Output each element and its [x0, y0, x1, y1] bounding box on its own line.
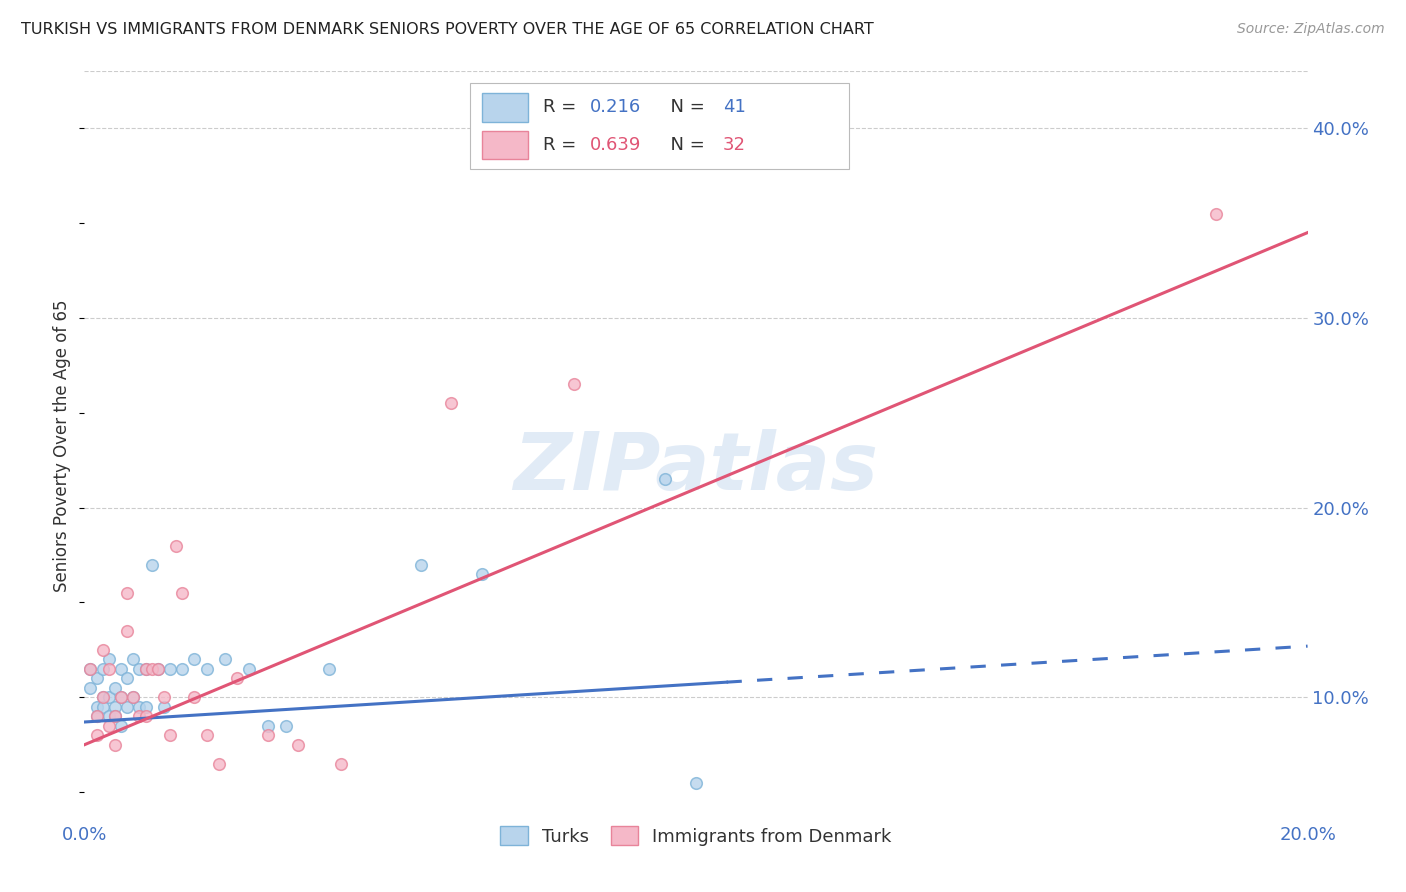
Y-axis label: Seniors Poverty Over the Age of 65: Seniors Poverty Over the Age of 65	[53, 300, 72, 592]
Point	[91, 643, 114, 657]
Point	[183, 690, 205, 705]
Text: 41: 41	[723, 98, 745, 116]
Point	[214, 652, 236, 666]
Point	[257, 728, 280, 742]
Point	[159, 662, 181, 676]
Point	[79, 662, 101, 676]
Point	[86, 709, 108, 723]
Bar	[482, 93, 529, 121]
Point	[86, 728, 108, 742]
Text: 0.216: 0.216	[589, 98, 641, 116]
Text: R =: R =	[543, 98, 582, 116]
Point	[135, 662, 157, 676]
Point	[91, 699, 114, 714]
Point	[195, 728, 218, 742]
Point	[104, 709, 127, 723]
Point	[276, 719, 298, 733]
Point	[135, 662, 157, 676]
Point	[153, 690, 176, 705]
Text: ZIPatlas: ZIPatlas	[513, 429, 879, 508]
Point	[97, 662, 120, 676]
Point	[1205, 206, 1227, 220]
Point	[654, 472, 676, 486]
Point	[97, 652, 120, 666]
Point	[318, 662, 340, 676]
Point	[159, 728, 181, 742]
Point	[135, 709, 157, 723]
Point	[91, 662, 114, 676]
Point	[195, 662, 218, 676]
Point	[97, 709, 120, 723]
Point	[104, 699, 127, 714]
Point	[146, 662, 169, 676]
Point	[135, 699, 157, 714]
Point	[330, 756, 353, 771]
Point	[165, 539, 187, 553]
Point	[562, 377, 585, 392]
Point	[146, 662, 169, 676]
Bar	[482, 130, 529, 159]
Point	[238, 662, 260, 676]
Point	[91, 690, 114, 705]
Point	[128, 709, 150, 723]
Point	[141, 558, 163, 572]
Point	[183, 652, 205, 666]
Point	[226, 672, 249, 686]
Point	[86, 672, 108, 686]
Point	[79, 681, 101, 695]
Point	[110, 719, 132, 733]
Text: N =: N =	[659, 98, 711, 116]
Point	[97, 719, 120, 733]
Point	[97, 690, 120, 705]
Point	[287, 738, 309, 752]
Text: R =: R =	[543, 136, 582, 153]
Text: TURKISH VS IMMIGRANTS FROM DENMARK SENIORS POVERTY OVER THE AGE OF 65 CORRELATIO: TURKISH VS IMMIGRANTS FROM DENMARK SENIO…	[21, 22, 875, 37]
Point	[257, 719, 280, 733]
Point	[115, 586, 138, 600]
Text: 32: 32	[723, 136, 745, 153]
Point	[208, 756, 231, 771]
Point	[110, 690, 132, 705]
Point	[153, 699, 176, 714]
Point	[685, 775, 707, 789]
Point	[104, 681, 127, 695]
Point	[141, 662, 163, 676]
Point	[110, 662, 132, 676]
Legend: Turks, Immigrants from Denmark: Turks, Immigrants from Denmark	[494, 819, 898, 853]
Point	[79, 662, 101, 676]
Point	[86, 699, 108, 714]
Point	[91, 690, 114, 705]
Point	[115, 624, 138, 638]
Text: Source: ZipAtlas.com: Source: ZipAtlas.com	[1237, 22, 1385, 37]
Point	[122, 690, 145, 705]
Point	[115, 699, 138, 714]
Point	[172, 586, 194, 600]
Point	[471, 567, 494, 582]
Text: N =: N =	[659, 136, 711, 153]
Point	[104, 709, 127, 723]
Text: 0.639: 0.639	[589, 136, 641, 153]
Point	[86, 709, 108, 723]
Point	[122, 652, 145, 666]
Point	[122, 690, 145, 705]
Point	[172, 662, 194, 676]
Point	[128, 662, 150, 676]
Point	[115, 672, 138, 686]
Point	[104, 738, 127, 752]
Point	[440, 396, 463, 410]
Point	[110, 690, 132, 705]
FancyBboxPatch shape	[470, 83, 849, 169]
Point	[128, 699, 150, 714]
Point	[409, 558, 432, 572]
